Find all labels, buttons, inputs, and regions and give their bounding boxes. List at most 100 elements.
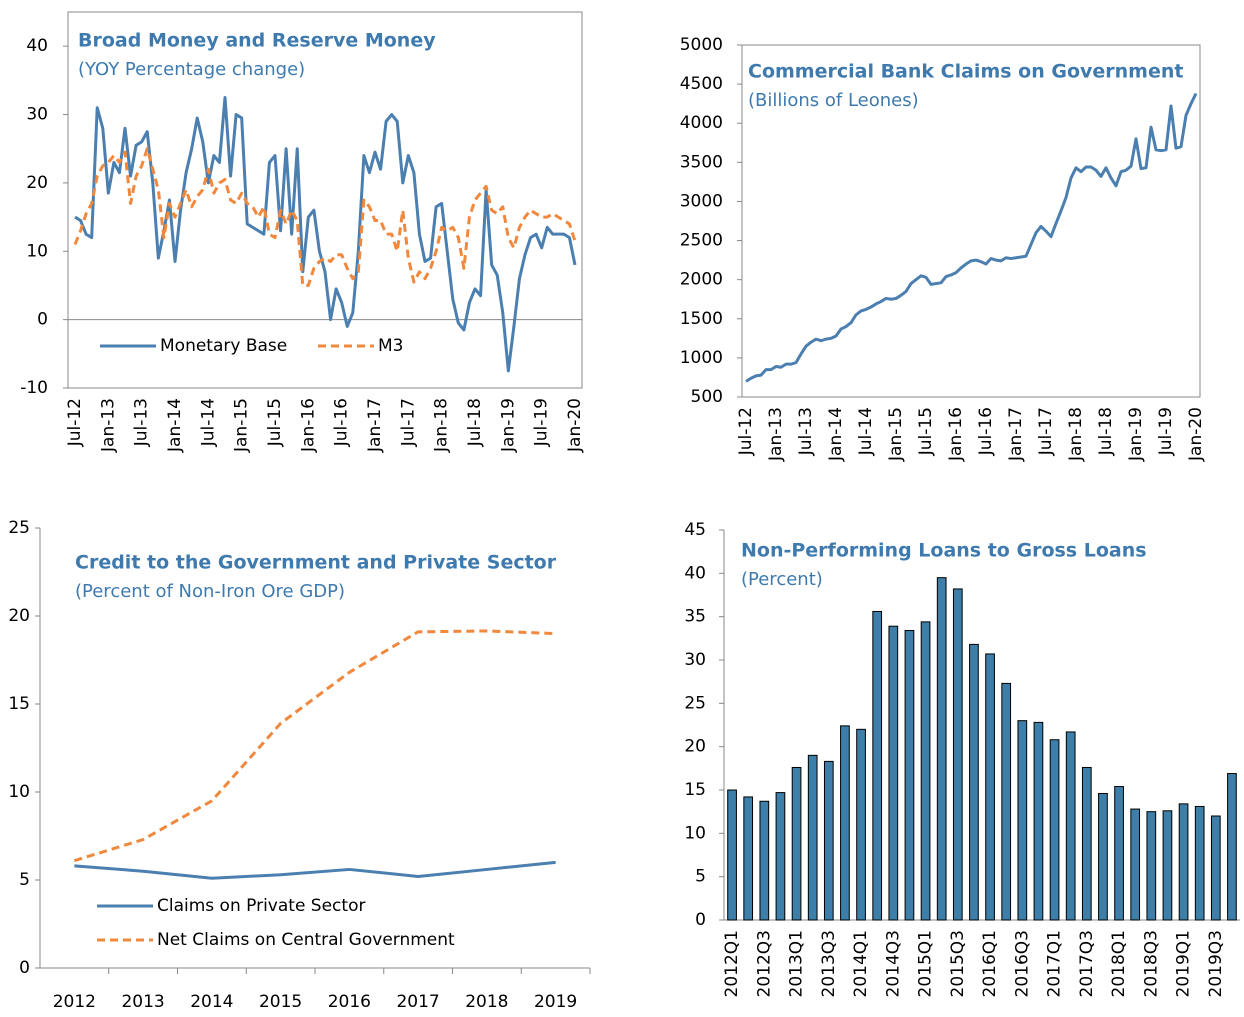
bar <box>1146 811 1157 921</box>
x-tick-label: Jul-18 <box>465 398 485 447</box>
bar <box>1194 805 1205 921</box>
x-tick-label: 2017Q1 <box>1045 930 1065 997</box>
x-tick-label: Jul-14 <box>198 398 218 447</box>
legend-label: Net Claims on Central Government <box>157 930 455 950</box>
bar <box>791 766 802 921</box>
bar <box>823 760 834 921</box>
data-line <box>745 92 1198 383</box>
bar <box>1098 792 1108 921</box>
bar <box>727 789 737 921</box>
y-tick-label: 0 <box>695 910 706 930</box>
x-tick-label: Jul-12 <box>65 398 85 447</box>
data-line <box>73 629 556 863</box>
chart-title: Credit to the Government and Private Sec… <box>75 552 557 574</box>
x-tick-label: Jan-18 <box>1066 407 1086 462</box>
y-tick-label: 30 <box>26 105 48 125</box>
x-tick-label: Jul-16 <box>332 398 352 447</box>
bar <box>1017 720 1028 921</box>
y-tick-label: 15 <box>8 694 30 714</box>
y-tick-label: 10 <box>26 241 48 261</box>
bar <box>856 728 866 921</box>
bar <box>1081 766 1092 921</box>
x-tick-label: Jan-18 <box>432 398 452 453</box>
bar <box>807 754 818 921</box>
y-tick-label: 20 <box>8 606 30 626</box>
x-tick-label: Jul-16 <box>976 407 996 456</box>
x-tick-label: 2018Q1 <box>1109 930 1129 997</box>
y-tick-label: 500 <box>691 387 723 407</box>
x-tick-label: Jan-16 <box>298 398 318 453</box>
x-tick-label: 2016Q1 <box>980 930 1000 997</box>
x-tick-label: Jan-17 <box>1006 407 1026 462</box>
x-tick-label: Jul-18 <box>1096 407 1116 456</box>
x-tick-label: Jul-15 <box>265 398 285 447</box>
x-tick-label: Jan-13 <box>98 398 118 453</box>
x-tick-label: 2019Q1 <box>1174 930 1194 997</box>
bar <box>1130 808 1141 921</box>
x-tick-label: 2016Q3 <box>1012 930 1032 997</box>
x-tick-label: 2013Q1 <box>787 930 807 997</box>
x-tick-label: Jan-19 <box>1126 407 1146 462</box>
x-tick-label: Jan-16 <box>946 407 966 462</box>
x-tick-label: Jan-15 <box>232 398 252 453</box>
y-tick-label: 45 <box>684 520 706 540</box>
x-tick-label: 2014 <box>190 992 233 1012</box>
x-tick-label: 2016 <box>328 992 371 1012</box>
y-tick-label: 10 <box>8 782 30 802</box>
legend-label: M3 <box>378 336 403 356</box>
y-tick-label: 2000 <box>680 270 723 290</box>
y-tick-label: 0 <box>37 310 48 330</box>
bar <box>1049 739 1060 921</box>
bar <box>840 725 850 921</box>
bar <box>952 588 963 921</box>
chart-subtitle: (YOY Percentage change) <box>78 59 305 80</box>
x-tick-label: Jan-19 <box>498 398 518 453</box>
y-tick-label: 25 <box>684 693 706 713</box>
x-tick-label: Jan-20 <box>565 398 585 453</box>
bar <box>1162 810 1173 921</box>
x-tick-label: 2013 <box>121 992 164 1012</box>
bar <box>1114 786 1124 921</box>
bar <box>1227 773 1237 921</box>
x-tick-label: Jul-15 <box>916 407 936 456</box>
x-tick-label: 2013Q3 <box>819 930 839 997</box>
x-tick-label: 2015Q3 <box>948 930 968 997</box>
x-tick-label: Jan-17 <box>365 398 385 453</box>
bar <box>1033 721 1044 921</box>
legend-label: Claims on Private Sector <box>157 896 365 916</box>
x-tick-label: Jul-13 <box>796 407 816 456</box>
bar <box>1065 731 1076 921</box>
x-tick-label: Jul-17 <box>398 398 418 447</box>
bar <box>759 800 770 921</box>
x-tick-label: Jul-13 <box>132 398 152 447</box>
y-tick-label: 1000 <box>680 348 723 368</box>
y-tick-label: 5 <box>695 867 706 887</box>
x-tick-label: 2015 <box>259 992 302 1012</box>
data-line <box>74 860 556 880</box>
x-tick-label: 2014Q3 <box>883 930 903 997</box>
x-tick-label: 2014Q1 <box>851 930 871 997</box>
y-tick-label: 35 <box>684 607 706 627</box>
x-tick-label: 2015Q1 <box>916 930 936 997</box>
x-tick-label: 2018 <box>465 992 508 1012</box>
x-tick-label: Jul-19 <box>532 398 552 447</box>
x-tick-label: Jan-14 <box>826 407 846 462</box>
y-tick-label: 5000 <box>680 35 723 55</box>
x-tick-label: 2018Q3 <box>1141 930 1161 997</box>
y-tick-label: 5 <box>19 870 30 890</box>
chart-subtitle: (Percent) <box>741 569 823 590</box>
y-tick-label: 15 <box>684 780 706 800</box>
y-tick-label: 30 <box>684 650 706 670</box>
x-tick-label: Jan-20 <box>1186 407 1206 462</box>
chart-subtitle: (Billions of Leones) <box>748 90 919 111</box>
chart-title: Non-Performing Loans to Gross Loans <box>741 540 1147 562</box>
x-tick-label: 2012Q1 <box>722 930 742 997</box>
y-tick-label: 3000 <box>680 191 723 211</box>
legend-label: Monetary Base <box>160 336 287 356</box>
y-tick-label: 4500 <box>680 74 723 94</box>
y-tick-label: 25 <box>8 518 30 538</box>
x-tick-label: Jan-14 <box>165 398 185 453</box>
chart-title: Commercial Bank Claims on Government <box>748 61 1183 83</box>
